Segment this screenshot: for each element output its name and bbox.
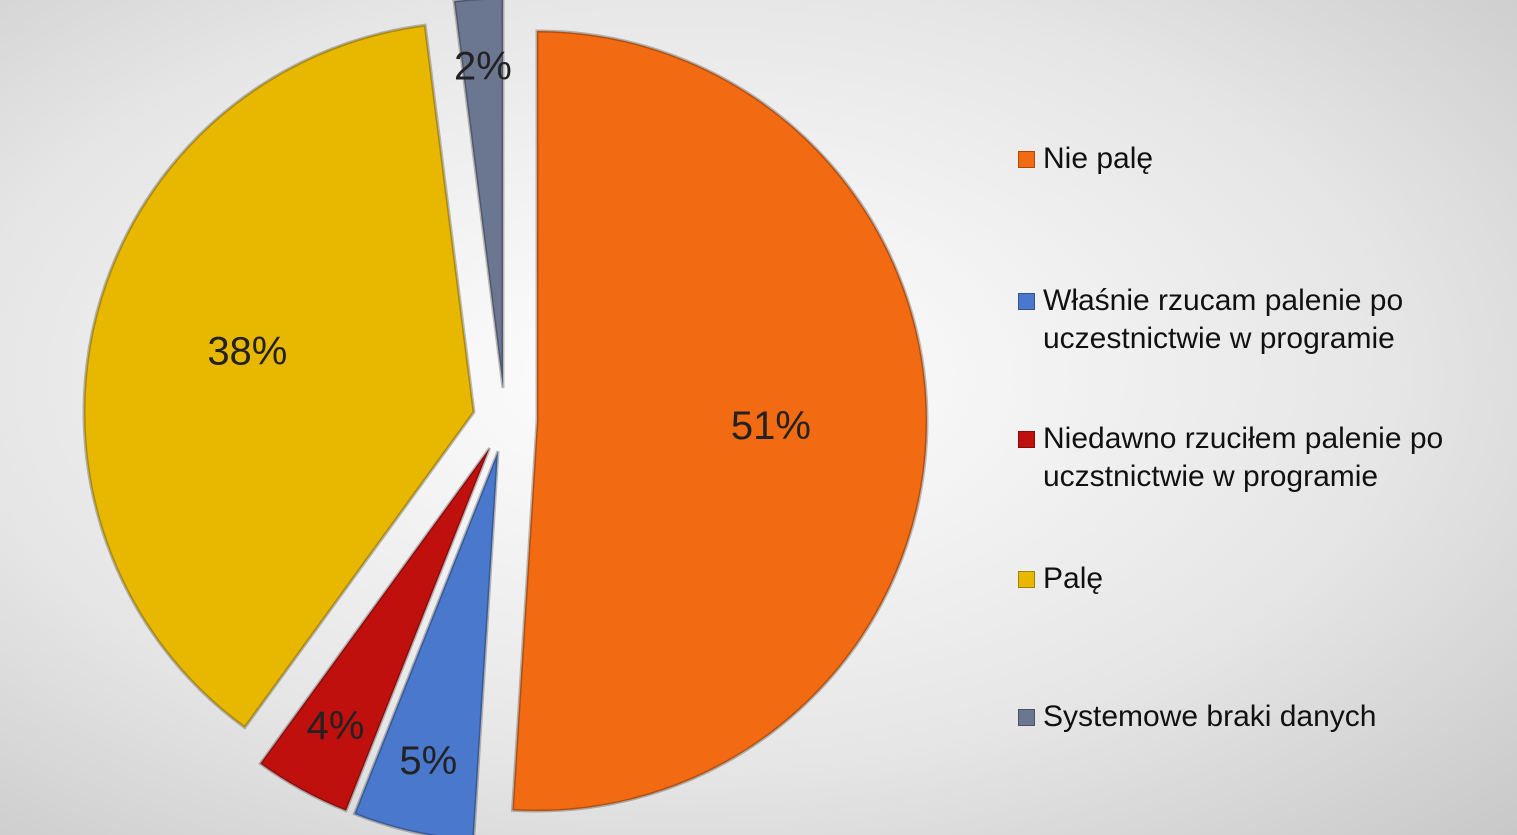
legend-label: Palę	[1043, 562, 1104, 595]
legend-label: Nie palę	[1043, 142, 1154, 175]
legend-swatch	[1018, 151, 1035, 168]
data-label: 51%	[731, 404, 811, 448]
pie-slice	[452, 0, 505, 389]
legend-swatch	[1018, 293, 1035, 310]
legend-label: Systemowe braki danych	[1043, 700, 1377, 733]
legend-item: Palę	[1018, 560, 1103, 598]
legend-item: Nie palę	[1018, 140, 1153, 178]
legend-item: Niedawno rzuciłem palenie po uczstnictwi…	[1018, 420, 1513, 496]
legend-label: Właśnie rzucam palenie po uczestnictwie …	[1043, 284, 1404, 355]
chart: 51% 5% 4% 38% 2%	[82, 0, 929, 835]
pie-slice	[352, 450, 500, 835]
legend-item: Systemowe braki danych	[1018, 698, 1377, 736]
legend-label: Niedawno rzuciłem palenie po uczstnictwi…	[1043, 422, 1444, 493]
data-label: 5%	[399, 739, 457, 783]
data-label: 38%	[207, 329, 287, 373]
data-label: 2%	[454, 44, 512, 88]
legend-swatch	[1018, 709, 1035, 726]
legend-swatch	[1018, 571, 1035, 588]
pie-slice	[258, 447, 491, 813]
pie-slice	[82, 23, 476, 730]
legend-swatch	[1018, 431, 1035, 448]
pie-slice	[510, 29, 929, 813]
data-label: 4%	[307, 704, 365, 748]
legend-item: Właśnie rzucam palenie po uczestnictwie …	[1018, 282, 1513, 358]
